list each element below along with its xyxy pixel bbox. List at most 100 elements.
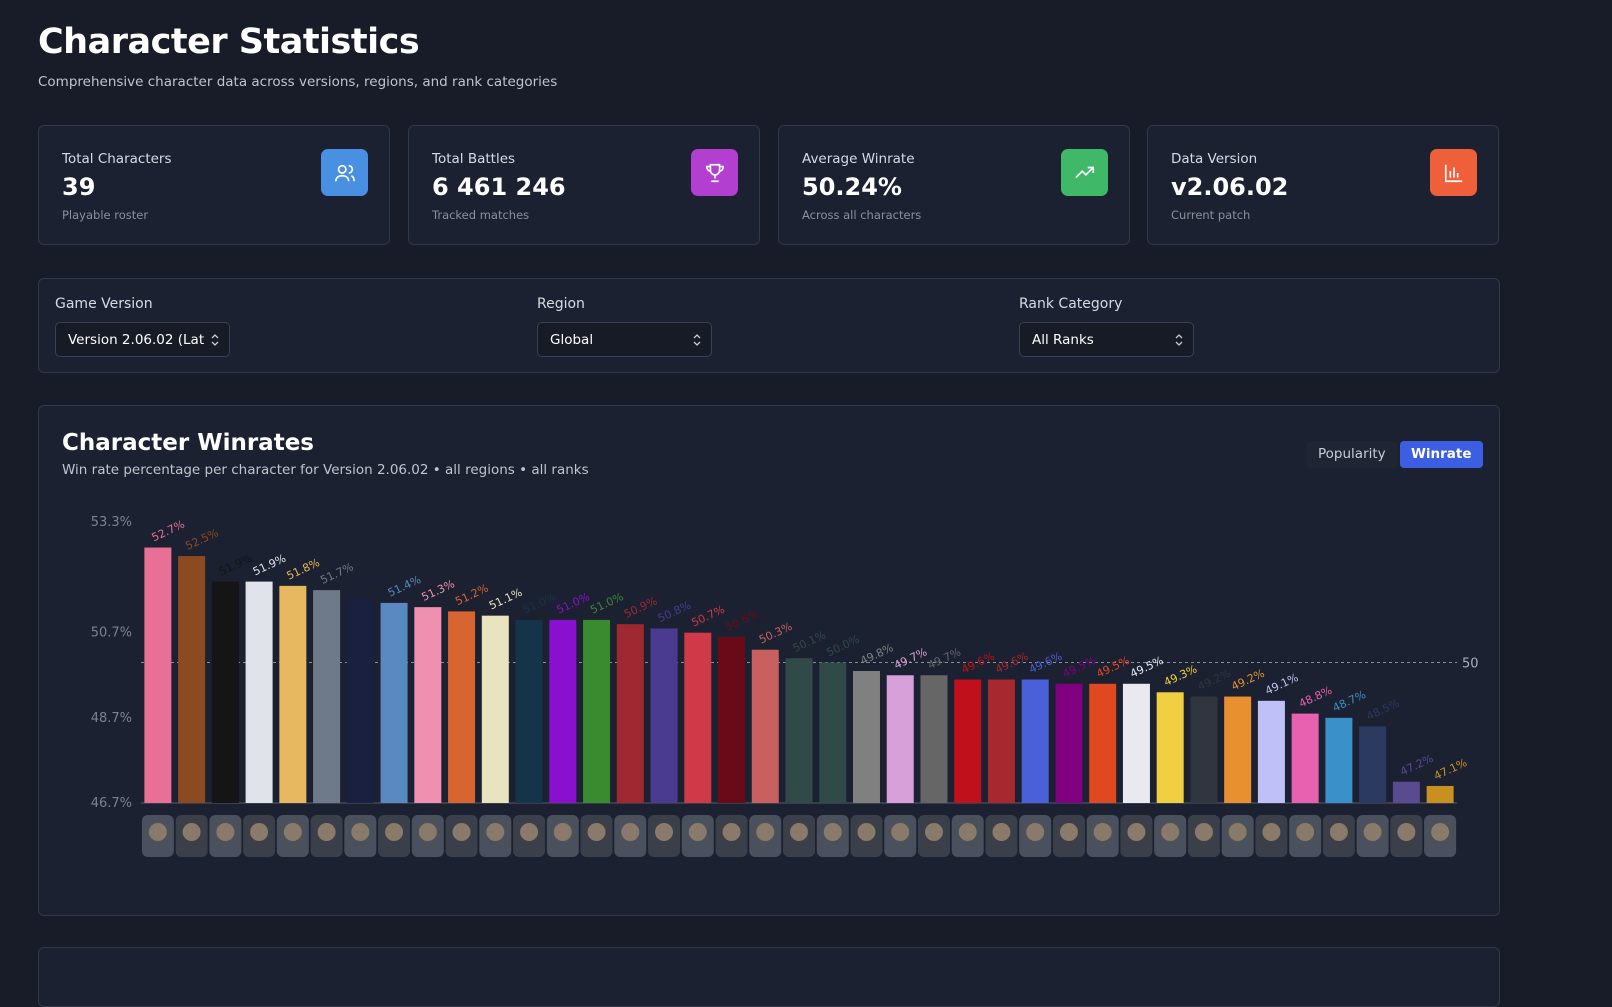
value-label: 52.7% — [150, 518, 187, 545]
bar — [1156, 692, 1184, 803]
portrait-face — [621, 823, 640, 841]
value-label: 50.0% — [825, 633, 862, 660]
bar — [920, 675, 948, 803]
value-label: 48.7% — [1331, 688, 1368, 715]
bar — [380, 602, 408, 803]
filter-label: Rank Category — [1019, 296, 1123, 312]
bar — [1122, 683, 1150, 803]
portrait-face — [1093, 823, 1112, 841]
bar — [954, 679, 982, 803]
toggle-button[interactable]: Winrate — [1400, 441, 1483, 468]
bar — [684, 632, 712, 803]
portrait-face — [1329, 823, 1348, 841]
portrait-face — [1059, 823, 1078, 841]
value-label: 51.7% — [318, 560, 355, 587]
chart-subtitle: Win rate percentage per character for Ve… — [62, 462, 589, 478]
portrait-face — [992, 823, 1011, 841]
value-label: 51.2% — [453, 582, 490, 609]
bar — [1257, 700, 1285, 803]
value-label: 48.8% — [1297, 684, 1334, 711]
portrait-face — [1161, 823, 1180, 841]
value-label: 50.9% — [622, 594, 659, 621]
portrait-face — [1363, 823, 1382, 841]
portrait-face — [486, 823, 505, 841]
portrait-face — [1026, 823, 1045, 841]
toggle-button[interactable]: Popularity — [1307, 441, 1397, 468]
filter-select[interactable]: All Ranks — [1019, 322, 1194, 357]
value-label: 51.3% — [420, 577, 457, 604]
portrait-face — [317, 823, 336, 841]
bar — [1190, 696, 1218, 803]
value-label: 52.5% — [183, 526, 220, 553]
stat-value: v2.06.02 — [1171, 173, 1289, 201]
filter-select[interactable]: Version 2.06.02 (Latest) — [55, 322, 230, 357]
portrait-face — [1262, 823, 1281, 841]
value-label: 49.8% — [858, 641, 895, 668]
bar — [481, 615, 509, 803]
portrait-face — [722, 823, 741, 841]
portrait-face — [148, 823, 167, 841]
value-label: 51.8% — [285, 556, 322, 583]
value-label: 49.3% — [1162, 662, 1199, 689]
portrait-face — [418, 823, 437, 841]
bar — [785, 658, 813, 803]
value-label: 48.5% — [1364, 697, 1401, 724]
value-label: 50.7% — [690, 603, 727, 630]
value-label: 49.6% — [993, 650, 1030, 677]
bar — [313, 590, 341, 803]
filter-value: Version 2.06.02 (Latest) — [68, 332, 204, 348]
portrait-face — [891, 823, 910, 841]
stat-value: 39 — [62, 173, 96, 201]
stat-card: Average Winrate 50.24% Across all charac… — [778, 125, 1130, 245]
portrait-face — [655, 823, 674, 841]
value-label: 49.2% — [1196, 667, 1233, 694]
bar — [1224, 696, 1252, 803]
bar — [1426, 785, 1454, 803]
stat-icon — [1061, 149, 1108, 196]
value-label: 49.7% — [926, 645, 963, 672]
stat-value: 50.24% — [802, 173, 902, 201]
stat-label: Total Battles — [432, 151, 516, 167]
bar — [1359, 726, 1387, 803]
stat-label: Average Winrate — [802, 151, 915, 167]
page: Character Statistics Comprehensive chara… — [38, 22, 1500, 1007]
stat-card: Data Version v2.06.02 Current patch — [1147, 125, 1499, 245]
value-label: 50.3% — [757, 620, 794, 647]
bar — [144, 547, 172, 803]
portrait-face — [216, 823, 235, 841]
portrait-face — [250, 823, 269, 841]
portrait-face — [1194, 823, 1213, 841]
bar — [178, 556, 206, 803]
stat-card: Total Battles 6 461 246 Tracked matches — [408, 125, 760, 245]
value-label: 51.0% — [521, 590, 558, 617]
bar — [549, 619, 577, 803]
stat-icon — [1430, 149, 1477, 196]
value-label: 49.5% — [1061, 654, 1098, 681]
portrait-face — [1431, 823, 1450, 841]
value-label: 51.1% — [487, 586, 524, 613]
portrait-face — [1296, 823, 1315, 841]
reference-label: 50 — [1462, 657, 1479, 672]
filter-value: All Ranks — [1032, 332, 1094, 348]
bar — [1392, 781, 1420, 803]
bar — [346, 598, 374, 803]
portrait-face — [688, 823, 707, 841]
value-label: 51.5% — [352, 569, 389, 596]
portrait-face — [756, 823, 775, 841]
bar — [650, 628, 678, 803]
filter-label: Game Version — [55, 296, 153, 312]
value-label: 50.1% — [791, 628, 828, 655]
value-label: 49.5% — [1094, 654, 1131, 681]
bar — [279, 585, 307, 803]
stat-label: Data Version — [1171, 151, 1258, 167]
bar — [211, 581, 239, 803]
value-label: 49.2% — [1229, 667, 1266, 694]
filter-select[interactable]: Global — [537, 322, 712, 357]
value-label: 51.4% — [386, 573, 423, 600]
portrait-face — [1397, 823, 1416, 841]
bar — [718, 636, 746, 803]
bar — [852, 671, 880, 803]
bar — [819, 662, 847, 803]
portrait-face — [587, 823, 606, 841]
value-label: 50.8% — [656, 599, 693, 626]
